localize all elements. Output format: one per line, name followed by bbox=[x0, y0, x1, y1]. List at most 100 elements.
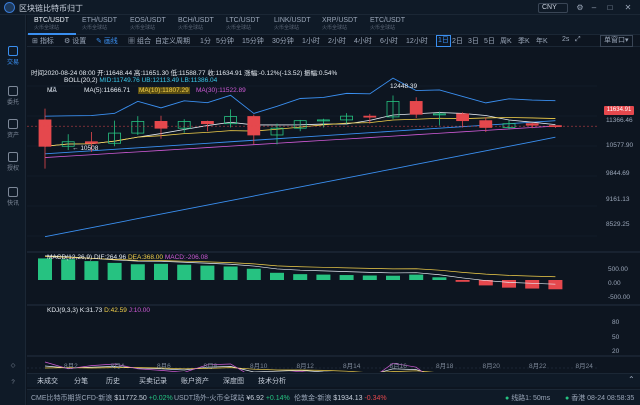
candle-body bbox=[502, 123, 516, 128]
macd-bar bbox=[200, 265, 215, 280]
sidebar-item-assets[interactable]: 资产 bbox=[0, 119, 26, 139]
high-marker: 12448.39 bbox=[390, 83, 418, 90]
zoom-level[interactable]: 2s bbox=[562, 36, 570, 43]
period-0[interactable]: 1分 bbox=[200, 38, 211, 45]
boll-label: BOLL(20,2) MID:11749.76 UB:12113.49 LB:1… bbox=[64, 77, 218, 84]
bottom-tab[interactable]: 技术分析 bbox=[258, 378, 286, 385]
date-tick: 8月24 bbox=[575, 363, 593, 370]
period-3[interactable]: 30分钟 bbox=[272, 38, 294, 45]
sidebar-item-orders[interactable]: 委托 bbox=[0, 86, 26, 106]
ma10-value: MA(10):11807.29 bbox=[138, 87, 190, 94]
kdj-label: KDJ(9,3,3) K:31.73 D:42.59 J:10.00 bbox=[47, 307, 151, 314]
period-5[interactable]: 2小时 bbox=[328, 38, 346, 45]
pair-tab[interactable]: LINK/USDT 火币全球站 bbox=[268, 15, 316, 35]
auth-icon bbox=[8, 152, 18, 162]
period-11[interactable]: 3日 bbox=[468, 38, 479, 45]
maximize-icon[interactable]: □ bbox=[607, 3, 613, 12]
news-icon bbox=[8, 187, 18, 197]
line-status: ● 线路1: 50ms bbox=[505, 395, 551, 402]
sidebar-item-trade[interactable]: 交易 bbox=[0, 46, 26, 66]
order-icon bbox=[8, 86, 18, 96]
candle-body bbox=[409, 101, 423, 115]
macd-bar bbox=[386, 275, 400, 280]
candle-body bbox=[363, 115, 377, 118]
bottom-tab[interactable]: 未成交 bbox=[37, 378, 58, 385]
custom-period-button[interactable]: 自定义周期 bbox=[155, 38, 190, 45]
sidebar-item-label: 交易 bbox=[6, 60, 19, 66]
macd-bar bbox=[154, 263, 168, 280]
kdj-d-line bbox=[44, 367, 435, 372]
candle-body bbox=[340, 115, 354, 121]
ticker-usdt[interactable]: USDT场外-火币全球站 ¥6.92 +0.14% bbox=[174, 395, 290, 402]
bottom-tab[interactable]: 账户资产 bbox=[181, 378, 209, 385]
period-7[interactable]: 6小时 bbox=[380, 38, 398, 45]
pair-tab[interactable]: ETH/USDT 火币全球站 bbox=[76, 15, 124, 35]
kdj-axis-tick: 50 bbox=[612, 334, 620, 341]
pair-name: BCH/USDT bbox=[178, 17, 214, 24]
pair-tab[interactable]: EOS/USDT 火币全球站 bbox=[124, 15, 172, 35]
period-10[interactable]: 2日 bbox=[452, 38, 463, 45]
candle-body bbox=[293, 120, 307, 129]
asset-icon bbox=[8, 119, 18, 129]
pair-tab[interactable]: BCH/USDT 火币全球站 bbox=[172, 15, 220, 35]
macd-dea-line bbox=[44, 256, 556, 278]
pair-tab[interactable]: BTC/USDT 火币全球站 bbox=[28, 15, 76, 35]
candle-body bbox=[200, 121, 214, 125]
ma5-value: MA(5):11666.71 bbox=[84, 87, 131, 94]
candle-body bbox=[247, 116, 261, 136]
macd-bar bbox=[177, 264, 192, 280]
close-icon[interactable]: ✕ bbox=[624, 3, 632, 12]
macd-bar bbox=[107, 262, 122, 280]
pair-tabs bbox=[27, 15, 640, 35]
ma-label: MA bbox=[47, 87, 57, 94]
draw-button[interactable]: ✎ 画线 bbox=[96, 38, 118, 45]
exchange-icon bbox=[8, 46, 18, 56]
macd-bar bbox=[502, 280, 516, 288]
indicator-button[interactable]: ⊞ 指标 bbox=[32, 38, 54, 45]
candle-body bbox=[85, 141, 98, 144]
pair-source: 火币全球站 bbox=[178, 25, 204, 31]
period-12[interactable]: 5日 bbox=[484, 38, 495, 45]
bottom-tab[interactable]: 深度图 bbox=[223, 378, 244, 385]
period-6[interactable]: 4小时 bbox=[354, 38, 372, 45]
bottom-tab[interactable]: 分笔 bbox=[74, 378, 88, 385]
period-9[interactable]: 1日 bbox=[436, 35, 451, 47]
period-8[interactable]: 12小时 bbox=[406, 38, 428, 45]
period-15[interactable]: 年K bbox=[536, 38, 548, 45]
period-13[interactable]: 周K bbox=[500, 38, 512, 45]
minimize-icon[interactable]: – bbox=[591, 3, 597, 12]
price-axis-tick: 9161.13 bbox=[606, 196, 630, 203]
currency-select[interactable]: CNY bbox=[538, 3, 568, 13]
sidebar-item-news[interactable]: 快讯 bbox=[0, 187, 26, 207]
sidebar-help-icon[interactable]: ? bbox=[11, 380, 15, 386]
app-title: 区块链比特币归丁 bbox=[19, 4, 83, 13]
ticker-cme[interactable]: CME比特币期货CFD-新浪 $11772.50 +0.02% bbox=[31, 395, 173, 402]
pair-tab[interactable]: XRP/USDT 火币全球站 bbox=[316, 15, 364, 35]
sidebar-diamond-icon[interactable]: ◇ bbox=[10, 363, 16, 369]
ma30-value: MA(30):11522.89 bbox=[196, 87, 246, 94]
sidebar-item-auth[interactable]: 授权 bbox=[0, 152, 26, 172]
settings-icon[interactable]: ⚙ bbox=[576, 3, 584, 12]
bottom-tab[interactable]: 买卖记录 bbox=[139, 378, 167, 385]
low-marker: ← 10508 bbox=[72, 145, 99, 152]
candle-body bbox=[386, 101, 400, 118]
settings-button[interactable]: ⚙ 设置 bbox=[64, 38, 87, 45]
candle-body bbox=[316, 119, 330, 122]
ticker-gold[interactable]: 伦敦金-新浪 $1934.13 -0.34% bbox=[294, 395, 387, 402]
expand-icon[interactable]: ⌃ bbox=[628, 375, 635, 384]
price-axis-tick: 11366.46 bbox=[606, 117, 633, 124]
period-14[interactable]: 季K bbox=[518, 38, 530, 45]
toggle-icon[interactable]: ☐ bbox=[50, 87, 57, 94]
fullscreen-icon[interactable]: ⤢ bbox=[575, 36, 581, 43]
pair-source: 火币全球站 bbox=[274, 25, 300, 31]
candle-body bbox=[61, 141, 75, 147]
period-2[interactable]: 15分钟 bbox=[242, 38, 264, 45]
layout-select[interactable]: 单窗口▾ bbox=[600, 35, 633, 47]
combo-button[interactable]: ▦ 组合 bbox=[128, 38, 151, 45]
pair-tab[interactable]: ETC/USDT 火币全球站 bbox=[364, 15, 412, 35]
pair-tab[interactable]: LTC/USDT 火币全球站 bbox=[220, 15, 268, 35]
period-4[interactable]: 1小时 bbox=[302, 38, 320, 45]
kline-chart[interactable] bbox=[27, 48, 640, 372]
period-1[interactable]: 5分钟 bbox=[216, 38, 234, 45]
bottom-tab[interactable]: 历史 bbox=[106, 378, 120, 385]
